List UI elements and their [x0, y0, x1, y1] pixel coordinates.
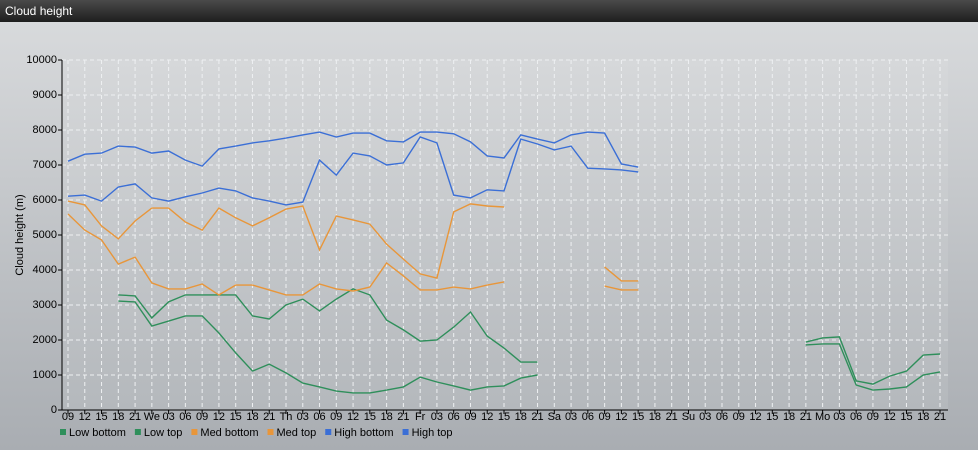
- series-line: [67, 200, 639, 282]
- y-tick-label: 10000: [26, 54, 57, 66]
- y-tick-label: 0: [51, 404, 57, 416]
- x-tick-label: 21: [800, 411, 812, 423]
- x-tick-label: 21: [531, 411, 543, 423]
- x-tick-label: Su: [682, 411, 695, 423]
- y-tick-label: 2000: [33, 334, 57, 346]
- x-tick-label: 06: [448, 411, 460, 423]
- x-tick-label: Th: [280, 411, 293, 423]
- series-line: [67, 136, 639, 206]
- x-tick-label: 09: [464, 411, 476, 423]
- x-tick-label: 18: [380, 411, 392, 423]
- x-tick-label: 18: [112, 411, 124, 423]
- x-tick-label: 15: [95, 411, 107, 423]
- x-tick-label: 15: [632, 411, 644, 423]
- legend-swatch: [402, 429, 409, 435]
- x-tick-label: 09: [196, 411, 208, 423]
- x-tick-label: 12: [615, 411, 627, 423]
- title-bar: [0, 0, 978, 22]
- x-tick-label: 03: [565, 411, 577, 423]
- y-tick-label: 5000: [33, 229, 57, 241]
- x-tick-label: 06: [313, 411, 325, 423]
- x-tick-label: 21: [934, 411, 946, 423]
- x-tick-label: 03: [833, 411, 845, 423]
- x-tick-label: 18: [917, 411, 929, 423]
- legend-label: Med bottom: [200, 427, 258, 439]
- x-tick-label: 09: [867, 411, 879, 423]
- x-tick-label: 15: [498, 411, 510, 423]
- x-tick-label: 09: [598, 411, 610, 423]
- y-tick-label: 6000: [33, 194, 57, 206]
- x-tick-label: 18: [783, 411, 795, 423]
- x-tick-label: 18: [246, 411, 258, 423]
- legend-swatch: [60, 429, 66, 435]
- y-axis-label: Cloud height (m): [14, 194, 26, 275]
- y-tick-label: 9000: [33, 89, 57, 101]
- x-tick-label: 21: [666, 411, 678, 423]
- x-tick-label: 15: [364, 411, 376, 423]
- x-tick-label: 21: [129, 411, 141, 423]
- x-tick-label: 12: [79, 411, 91, 423]
- x-tick-label: 03: [162, 411, 174, 423]
- legend-swatch: [325, 429, 332, 435]
- y-tick-label: 8000: [33, 124, 57, 136]
- x-tick-label: 15: [766, 411, 778, 423]
- x-tick-label: Sa: [548, 411, 562, 423]
- series-line: [118, 288, 941, 385]
- series-line: [67, 131, 639, 168]
- x-tick-label: 09: [62, 411, 74, 423]
- x-tick-label: 12: [749, 411, 761, 423]
- legend-label: High bottom: [334, 427, 393, 439]
- legend-label: Low bottom: [69, 427, 126, 439]
- x-tick-label: 21: [263, 411, 275, 423]
- x-tick-label: Fr: [415, 411, 426, 423]
- legend-swatch: [267, 429, 274, 435]
- series-line: [118, 300, 941, 394]
- x-tick-label: 09: [330, 411, 342, 423]
- x-tick-label: 18: [515, 411, 527, 423]
- y-tick-label: 4000: [33, 264, 57, 276]
- y-tick-label: 7000: [33, 159, 57, 171]
- x-tick-label: 03: [297, 411, 309, 423]
- window-title: Cloud height: [5, 4, 73, 18]
- x-tick-label: 15: [900, 411, 912, 423]
- legend-label: Low top: [144, 427, 183, 439]
- y-tick-label: 1000: [33, 369, 57, 381]
- x-tick-label: 12: [347, 411, 359, 423]
- x-tick-label: 12: [884, 411, 896, 423]
- y-tick-label: 3000: [33, 299, 57, 311]
- x-tick-label: 18: [649, 411, 661, 423]
- x-tick-label: 03: [699, 411, 711, 423]
- x-tick-label: 06: [179, 411, 191, 423]
- x-tick-label: 03: [431, 411, 443, 423]
- x-tick-label: 09: [733, 411, 745, 423]
- legend-swatch: [134, 429, 141, 435]
- x-tick-label: 06: [582, 411, 594, 423]
- x-tick-label: 21: [397, 411, 409, 423]
- x-tick-label: We: [144, 411, 160, 423]
- x-tick-label: 06: [716, 411, 728, 423]
- x-tick-label: Mo: [815, 411, 830, 423]
- legend-label: Med top: [277, 427, 317, 439]
- legend-swatch: [191, 429, 198, 435]
- series-line: [67, 213, 639, 296]
- x-tick-label: 12: [213, 411, 225, 423]
- x-tick-label: 15: [230, 411, 242, 423]
- x-tick-label: 12: [481, 411, 493, 423]
- legend-label: High top: [412, 427, 453, 439]
- x-tick-label: 06: [850, 411, 862, 423]
